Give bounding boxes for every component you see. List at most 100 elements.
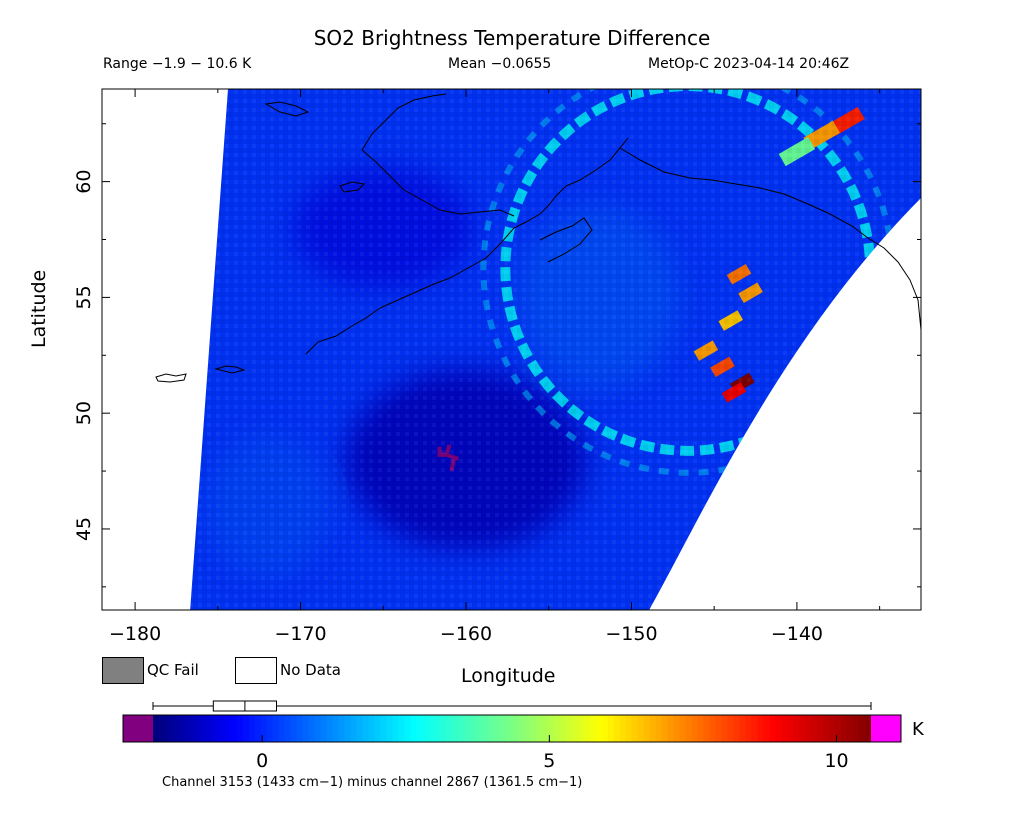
colorbar-segment: [338, 715, 346, 742]
no-data-label: No Data: [280, 661, 341, 679]
colorbar-segment: [565, 715, 573, 742]
colorbar-segment: [458, 715, 465, 742]
colorbar-segment: [811, 715, 818, 742]
colorbar-segment: [841, 715, 848, 742]
colorbar-segment: [350, 715, 358, 742]
colorbar-segment: [248, 715, 256, 742]
colorbar-segment: [769, 715, 776, 742]
colorbar-segment: [368, 715, 375, 742]
colorbar-segment: [553, 715, 561, 742]
colorbar-segment: [158, 715, 166, 742]
range-text: Range −1.9 − 10.6 K: [103, 56, 252, 72]
colorbar-segment: [601, 715, 609, 742]
colorbar-segment: [308, 715, 316, 742]
colorbar-segment: [595, 715, 603, 742]
colorbar-segment: [829, 715, 836, 742]
colorbar-segment: [290, 715, 298, 742]
colorbar-segment: [673, 715, 681, 742]
x-tick-label: −180: [109, 623, 161, 645]
satellite-time-text: MetOp-C 2023-04-14 20:46Z: [648, 56, 850, 72]
colorbar-segment: [799, 715, 806, 742]
colorbar-segment: [440, 715, 447, 742]
qc-fail-label: QC Fail: [147, 661, 199, 679]
mean-text: Mean −0.0655: [448, 56, 552, 72]
colorbar-segment: [637, 715, 645, 742]
colorbar-tick-label: 0: [256, 750, 268, 772]
colorbar-tick-label: 10: [824, 750, 848, 772]
colorbar-segment: [763, 715, 770, 742]
island-outline: [155, 373, 187, 383]
colorbar-segment: [422, 715, 429, 742]
colorbar-segment: [296, 715, 304, 742]
colorbar-segment: [212, 715, 220, 742]
colorbar-segment: [865, 715, 872, 742]
colorbar-segment: [583, 715, 591, 742]
colorbar-frame: [122, 714, 902, 743]
colorbar-segment: [625, 715, 633, 742]
colorbar-segment: [254, 715, 262, 742]
colorbar-segment: [805, 715, 812, 742]
colorbar-segment: [380, 715, 387, 742]
lake-outline: [264, 101, 310, 117]
colorbar-segment: [398, 715, 405, 742]
colorbar-segment: [619, 715, 627, 742]
colorbar-segment: [589, 715, 597, 742]
colorbar-segment: [679, 715, 687, 742]
colorbar-footnote: Channel 3153 (1433 cm−1) minus channel 2…: [162, 775, 583, 790]
colorbar-segment: [649, 715, 657, 742]
colorbar-segment: [278, 715, 286, 742]
colorbar-segment: [362, 715, 369, 742]
colorbar-segment: [302, 715, 310, 742]
colorbar-segment: [703, 715, 711, 742]
colorbar-segment: [523, 715, 531, 742]
y-tick-label: 45: [73, 517, 95, 541]
colorbar-segment: [847, 715, 854, 742]
colorbar-segment: [176, 715, 184, 742]
colorbar-segment: [781, 715, 788, 742]
colorbar-segment: [745, 715, 752, 742]
coastline-segment: [361, 93, 447, 151]
colorbar-segment: [577, 715, 585, 742]
colorbar-segment: [272, 715, 280, 742]
colorbar-segment: [476, 715, 483, 742]
chart-title: SO2 Brightness Temperature Difference: [313, 26, 711, 50]
colorbar-segment: [512, 715, 519, 742]
colorbar-segment: [613, 715, 621, 742]
colorbar-segment: [164, 715, 172, 742]
colorbar-unit: K: [912, 719, 924, 740]
colorbar-segment: [314, 715, 322, 742]
colorbar-segment: [775, 715, 782, 742]
y-axis-label: Latitude: [28, 269, 50, 348]
colorbar-segment: [506, 715, 513, 742]
colorbar-segment: [517, 715, 525, 742]
y-tick-label: 55: [73, 285, 95, 309]
x-axis-label: Longitude: [461, 665, 556, 687]
colorbar-segment: [404, 715, 411, 742]
colorbar-segment: [643, 715, 651, 742]
colorbar-segment: [284, 715, 292, 742]
colorbar-segment: [667, 715, 675, 742]
coastlines: [155, 93, 921, 383]
x-tick-label: −140: [771, 623, 823, 645]
colorbar-segment: [817, 715, 824, 742]
colorbar-segment: [326, 715, 334, 742]
colorbar-segment: [428, 715, 435, 742]
colorbar-segment: [446, 715, 453, 742]
coastline-segment: [619, 147, 921, 331]
colorbar-segment: [757, 715, 764, 742]
colorbar-overflow: [871, 715, 901, 742]
colorbar-segment: [482, 715, 489, 742]
colorbar: 0 5 10: [122, 700, 902, 772]
coastline-segment: [539, 217, 593, 263]
colorbar-segment: [260, 715, 268, 742]
colorbar-segment: [153, 715, 160, 742]
coastline-segment: [305, 137, 629, 355]
no-data-swatch: [235, 657, 277, 684]
colorbar-segment: [332, 715, 340, 742]
colorbar-segment: [547, 715, 555, 742]
colorbar-segment: [344, 715, 352, 742]
colorbar-segment: [200, 715, 208, 742]
colorbar-segment: [661, 715, 669, 742]
colorbar-segment: [631, 715, 639, 742]
colorbar-segment: [494, 715, 501, 742]
